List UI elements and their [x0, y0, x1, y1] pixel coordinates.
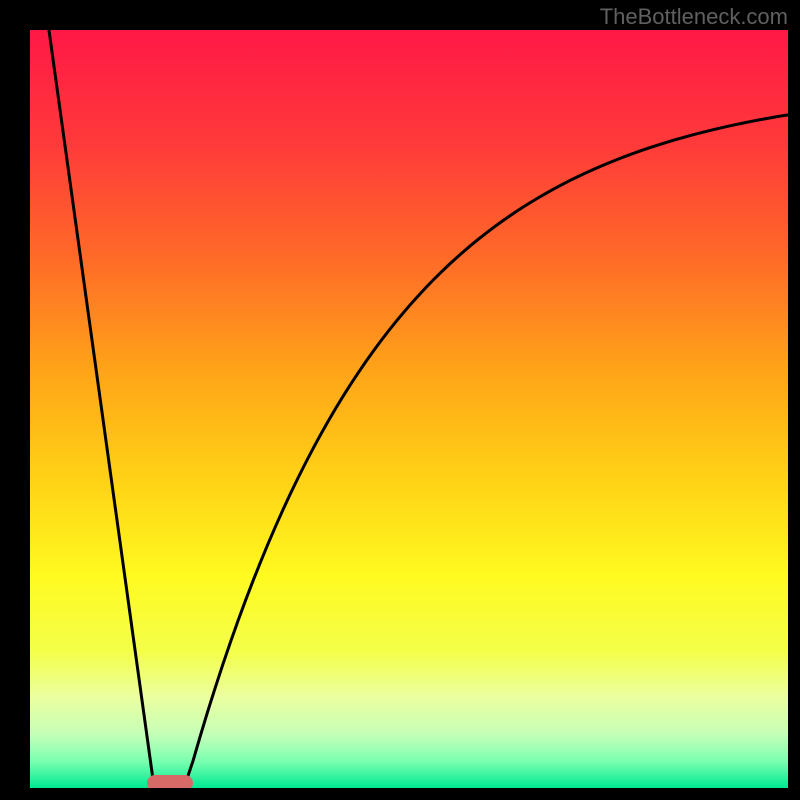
- watermark-text: TheBottleneck.com: [600, 4, 788, 30]
- plot-area: [30, 30, 788, 788]
- chart-container: TheBottleneck.com: [0, 0, 800, 800]
- optimum-marker: [147, 775, 193, 788]
- bottleneck-curves: [30, 30, 788, 788]
